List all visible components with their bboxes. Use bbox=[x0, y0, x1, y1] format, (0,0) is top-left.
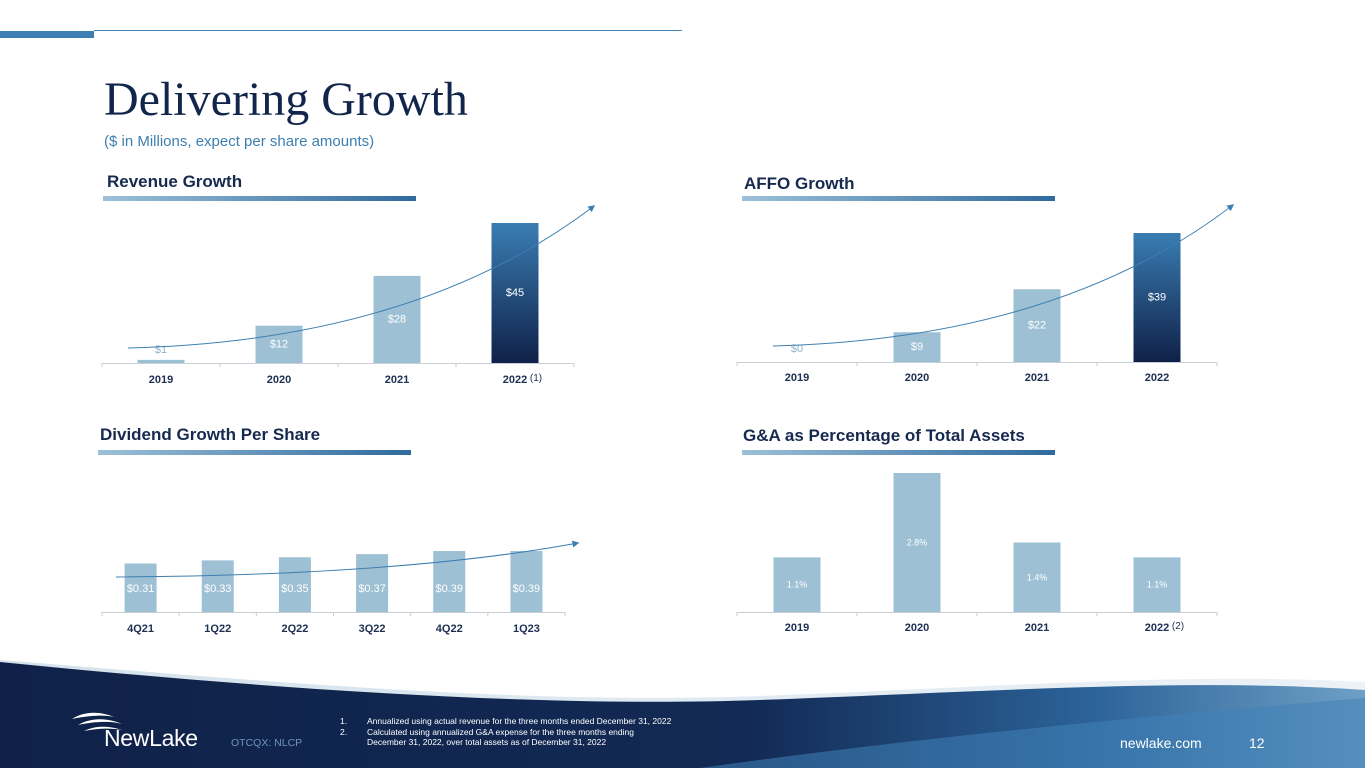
dividend-bar bbox=[124, 563, 157, 612]
dividend-value-label: $0.35 bbox=[281, 583, 309, 595]
page-number: 12 bbox=[1249, 735, 1265, 751]
footer-wave-background bbox=[0, 660, 1365, 768]
revenue-value-label: $28 bbox=[388, 313, 406, 325]
ga-category-label: 2020 bbox=[905, 622, 929, 634]
footnote-2-continued: December 31, 2022, over total assets as … bbox=[367, 737, 607, 747]
affo-trend-arrow bbox=[772, 204, 1235, 347]
newlake-logo-icon bbox=[72, 712, 122, 731]
footnote-1: 1. Annualized using actual revenue for t… bbox=[340, 716, 672, 726]
dividend-bar bbox=[510, 551, 543, 612]
affo-value-label: $39 bbox=[1148, 292, 1166, 304]
affo-value-label: $0 bbox=[791, 343, 803, 355]
slide-title: Delivering Growth bbox=[104, 73, 468, 126]
revenue-category-label: 2020 bbox=[267, 374, 291, 386]
dividend-bar bbox=[201, 560, 234, 612]
revenue-bar bbox=[137, 359, 185, 363]
dividend-bar bbox=[356, 554, 389, 612]
ga-percentage-underline bbox=[742, 450, 1055, 455]
affo-value-label: $9 bbox=[911, 341, 923, 353]
ga-bar bbox=[893, 473, 941, 612]
website-link[interactable]: newlake.com bbox=[1120, 735, 1202, 751]
dividend-category-label: 3Q22 bbox=[359, 623, 386, 635]
ga-percentage-title: G&A as Percentage of Total Assets bbox=[743, 426, 1025, 445]
affo-value-label: $22 bbox=[1028, 320, 1046, 332]
ga-value-label: 2.8% bbox=[907, 538, 928, 548]
slide-subtitle: ($ in Millions, expect per share amounts… bbox=[104, 133, 375, 150]
ga-bar bbox=[773, 557, 821, 612]
ga-category-label: 2019 bbox=[785, 622, 809, 634]
dividend-category-label: 4Q22 bbox=[436, 623, 463, 635]
revenue-value-label: $1 bbox=[155, 344, 167, 356]
ga-value-label: 1.4% bbox=[1027, 572, 1048, 582]
affo-growth-title: AFFO Growth bbox=[744, 174, 855, 193]
revenue-value-label: $45 bbox=[506, 287, 524, 299]
affo-category-label: 2019 bbox=[785, 372, 809, 384]
ga-value-label: 1.1% bbox=[787, 580, 808, 590]
footnotes: 1. Annualized using actual revenue for t… bbox=[340, 716, 671, 748]
footnote-2: 2. Calculated using annualized G&A expen… bbox=[340, 726, 634, 737]
ticker-symbol: OTCQX: NLCP bbox=[231, 737, 303, 749]
revenue-category-label: 2019 bbox=[149, 374, 173, 386]
revenue-category-label: 2022 bbox=[503, 374, 527, 386]
affo-growth-underline bbox=[742, 196, 1055, 201]
dividend-category-label: 2Q22 bbox=[281, 623, 308, 635]
dividend-value-label: $0.33 bbox=[204, 583, 232, 595]
ga-category-label: 2021 bbox=[1025, 622, 1049, 634]
revenue-category-footnote: (1) bbox=[530, 373, 542, 384]
ga-category-footnote: (2) bbox=[1172, 621, 1184, 632]
dividend-category-label: 1Q23 bbox=[513, 623, 540, 635]
dividend-growth-underline bbox=[98, 450, 411, 455]
dividend-value-label: $0.39 bbox=[435, 583, 463, 595]
revenue-growth-underline bbox=[103, 196, 416, 201]
revenue-category-label: 2021 bbox=[385, 374, 409, 386]
dividend-value-label: $0.31 bbox=[127, 583, 155, 595]
ga-value-label: 1.1% bbox=[1147, 580, 1168, 590]
ga-bar bbox=[1013, 542, 1061, 612]
ga-category-label: 2022 bbox=[1145, 622, 1169, 634]
revenue-bar bbox=[491, 223, 539, 363]
dividend-category-label: 4Q21 bbox=[127, 623, 154, 635]
affo-category-label: 2020 bbox=[905, 372, 929, 384]
revenue-value-label: $12 bbox=[270, 338, 288, 350]
dividend-value-label: $0.39 bbox=[513, 583, 541, 595]
dividend-growth-title: Dividend Growth Per Share bbox=[100, 425, 321, 444]
revenue-trend-arrow bbox=[127, 205, 596, 349]
ga-bar bbox=[1133, 557, 1181, 612]
dividend-value-label: $0.37 bbox=[358, 583, 386, 595]
revenue-bar bbox=[373, 275, 421, 363]
affo-category-label: 2021 bbox=[1025, 372, 1049, 384]
dividend-bar bbox=[278, 557, 311, 612]
dividend-trend-arrow bbox=[115, 540, 580, 578]
affo-bar bbox=[893, 332, 941, 362]
dividend-category-label: 1Q22 bbox=[204, 623, 231, 635]
affo-bar bbox=[1013, 289, 1061, 362]
top-accent-bar bbox=[0, 31, 94, 38]
newlake-logo-text: NewLake bbox=[104, 725, 198, 751]
top-rule bbox=[94, 30, 682, 31]
affo-category-label: 2022 bbox=[1145, 372, 1169, 384]
revenue-growth-title: Revenue Growth bbox=[107, 172, 243, 191]
